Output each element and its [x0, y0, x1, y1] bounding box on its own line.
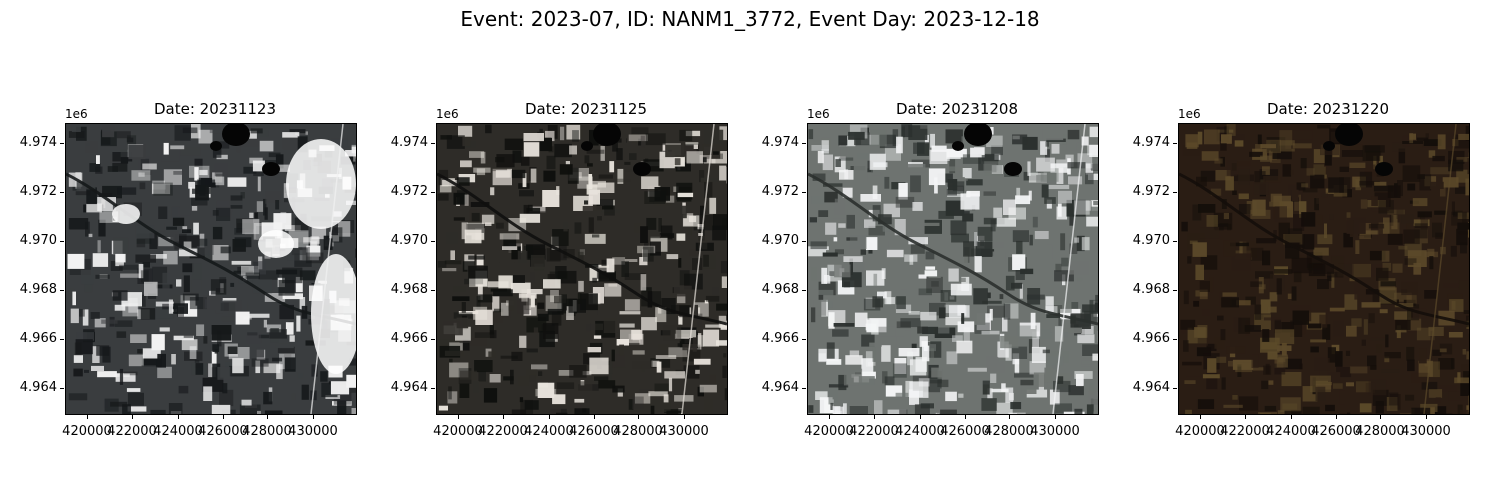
y-tick-label: 4.970 — [1128, 234, 1177, 248]
y-tick-label: 4.972 — [1128, 185, 1177, 199]
x-tick-label: 422000 — [839, 415, 909, 439]
y-axis-offset-label: 1e6 — [65, 107, 88, 121]
x-tick-label: 424000 — [514, 415, 584, 439]
y-tick-label: 4.974 — [386, 136, 435, 150]
satellite-image — [436, 123, 728, 415]
x-tick-label: 420000 — [1165, 415, 1235, 439]
y-tick-label: 4.964 — [757, 381, 806, 395]
y-tick-label: 4.974 — [15, 136, 64, 150]
y-tick-label: 4.964 — [15, 381, 64, 395]
subplot-panel: Date: 20231125 1e6 4.974 4.972 4.970 4.968 4.9… — [391, 95, 736, 465]
satellite-image — [807, 123, 1099, 415]
x-tick-label: 424000 — [143, 415, 213, 439]
subplot-title: Date: 20231208 — [895, 100, 1019, 118]
y-tick-label: 4.968 — [15, 283, 64, 297]
satellite-imagery-texture — [808, 124, 1098, 414]
x-tick-label: 430000 — [1020, 415, 1090, 439]
y-tick-label: 4.964 — [386, 381, 435, 395]
x-tick-label: 424000 — [1256, 415, 1326, 439]
satellite-image — [1178, 123, 1470, 415]
y-tick-label: 4.968 — [386, 283, 435, 297]
y-tick-label: 4.968 — [1128, 283, 1177, 297]
satellite-imagery-texture — [66, 124, 356, 414]
y-axis-offset-label: 1e6 — [807, 107, 830, 121]
y-tick-label: 4.966 — [15, 332, 64, 346]
y-tick-label: 4.972 — [757, 185, 806, 199]
x-tick-label: 430000 — [649, 415, 719, 439]
x-tick-label: 420000 — [794, 415, 864, 439]
subplot-panel: Date: 20231208 1e6 4.974 4.972 4.970 4.968 4.9… — [762, 95, 1107, 465]
x-tick-label: 428000 — [232, 415, 302, 439]
subplot-panel: Date: 20231220 1e6 4.974 4.972 4.970 4.968 4.9… — [1133, 95, 1478, 465]
y-tick-label: 4.966 — [757, 332, 806, 346]
y-axis-offset-label: 1e6 — [1178, 107, 1201, 121]
y-tick-label: 4.964 — [1128, 381, 1177, 395]
y-tick-label: 4.974 — [757, 136, 806, 150]
satellite-imagery-texture — [437, 124, 727, 414]
x-tick-label: 426000 — [188, 415, 258, 439]
y-tick-label: 4.970 — [15, 234, 64, 248]
x-tick-label: 422000 — [468, 415, 538, 439]
subplot-title: Date: 20231123 — [153, 100, 277, 118]
x-tick-label: 428000 — [603, 415, 673, 439]
satellite-image — [65, 123, 357, 415]
y-tick-label: 4.966 — [386, 332, 435, 346]
x-tick-label: 428000 — [974, 415, 1044, 439]
figure-title: Event: 2023-07, ID: NANM1_3772, Event Da… — [460, 7, 1040, 31]
subplot-title: Date: 20231125 — [524, 100, 648, 118]
y-tick-label: 4.972 — [15, 185, 64, 199]
y-tick-label: 4.968 — [757, 283, 806, 297]
x-tick-label: 424000 — [885, 415, 955, 439]
x-tick-label: 420000 — [423, 415, 493, 439]
x-tick-label: 426000 — [930, 415, 1000, 439]
x-tick-label: 430000 — [1391, 415, 1461, 439]
subplot-panel: Date: 20231123 1e6 4.974 4.972 4.970 4.968 4.9… — [20, 95, 365, 465]
subplot-title: Date: 20231220 — [1266, 100, 1390, 118]
y-tick-label: 4.972 — [386, 185, 435, 199]
y-tick-label: 4.970 — [386, 234, 435, 248]
y-tick-label: 4.970 — [757, 234, 806, 248]
x-tick-label: 426000 — [1301, 415, 1371, 439]
satellite-imagery-texture — [1179, 124, 1469, 414]
x-tick-label: 430000 — [278, 415, 348, 439]
x-tick-label: 428000 — [1345, 415, 1415, 439]
y-axis-offset-label: 1e6 — [436, 107, 459, 121]
y-tick-label: 4.966 — [1128, 332, 1177, 346]
x-tick-label: 422000 — [1210, 415, 1280, 439]
x-tick-label: 420000 — [52, 415, 122, 439]
x-tick-label: 426000 — [559, 415, 629, 439]
x-tick-label: 422000 — [97, 415, 167, 439]
y-tick-label: 4.974 — [1128, 136, 1177, 150]
